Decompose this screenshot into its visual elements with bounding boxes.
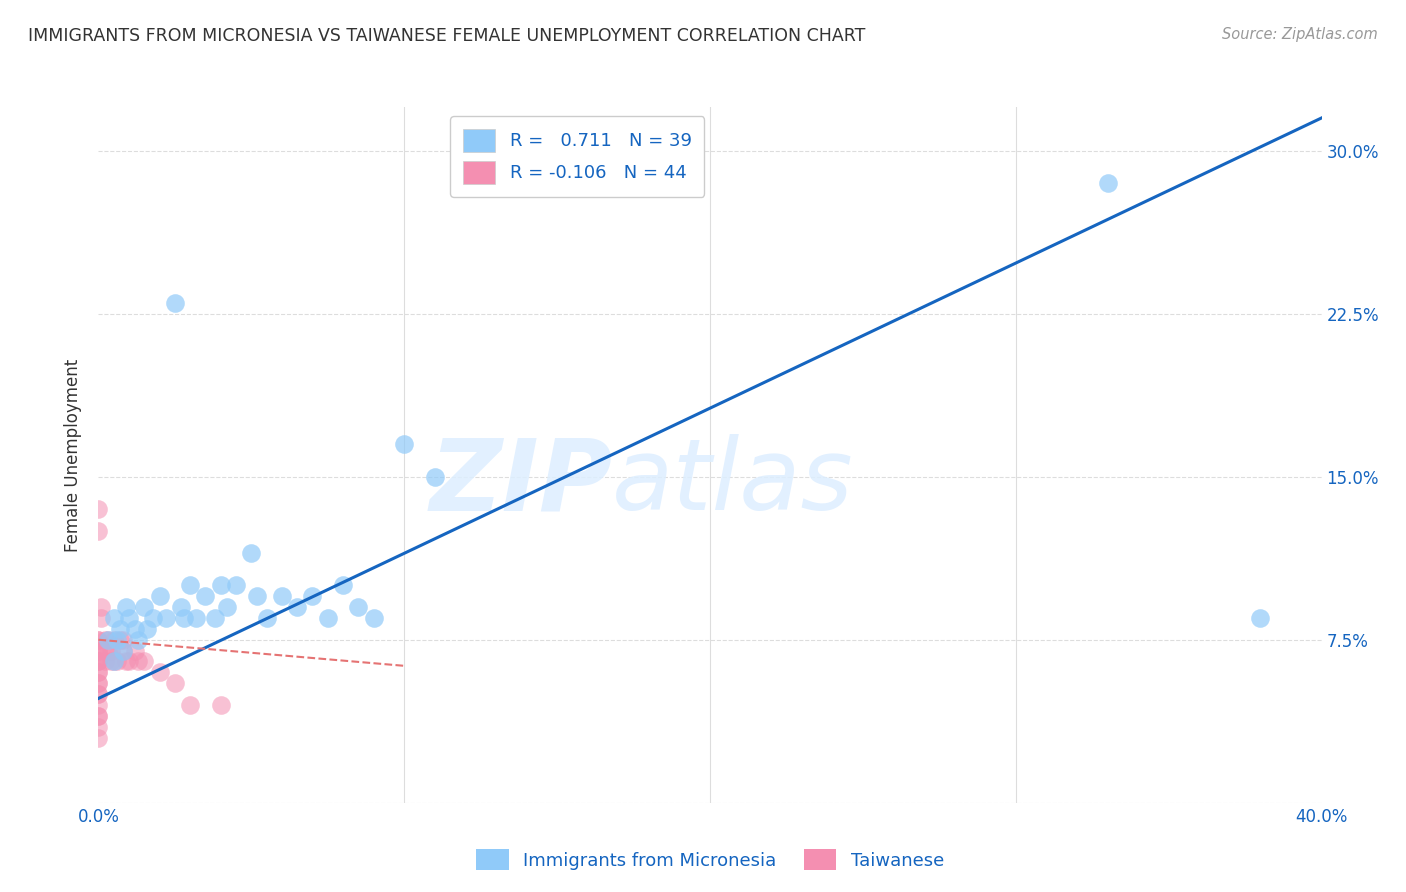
Point xyxy=(105,655,128,669)
Point xyxy=(240,546,263,560)
Point xyxy=(124,622,146,636)
Point xyxy=(149,589,172,603)
Point xyxy=(97,643,120,657)
Point xyxy=(103,632,125,647)
Point xyxy=(105,632,128,647)
Point xyxy=(93,632,115,647)
Point xyxy=(115,600,138,615)
Point xyxy=(100,655,122,669)
Point xyxy=(134,655,156,669)
Point xyxy=(87,665,110,680)
Point xyxy=(316,611,339,625)
Point xyxy=(97,632,120,647)
Point xyxy=(108,622,131,636)
Point xyxy=(87,655,110,669)
Point xyxy=(179,698,201,712)
Point xyxy=(87,632,110,647)
Point xyxy=(97,632,120,647)
Point xyxy=(127,655,149,669)
Point xyxy=(90,611,112,625)
Point xyxy=(90,600,112,615)
Point xyxy=(186,611,208,625)
Point xyxy=(103,611,125,625)
Point xyxy=(155,611,177,625)
Point xyxy=(111,643,134,657)
Point xyxy=(134,600,156,615)
Point xyxy=(111,632,134,647)
Point xyxy=(209,578,232,592)
Point xyxy=(108,632,131,647)
Y-axis label: Female Unemployment: Female Unemployment xyxy=(65,359,83,551)
Point xyxy=(87,665,110,680)
Point xyxy=(163,676,186,690)
Point xyxy=(87,676,110,690)
Point xyxy=(115,655,138,669)
Point xyxy=(87,687,110,701)
Point xyxy=(270,589,292,603)
Point xyxy=(87,643,110,657)
Point xyxy=(142,611,165,625)
Point xyxy=(285,600,308,615)
Point xyxy=(179,578,201,592)
Point xyxy=(127,632,149,647)
Point xyxy=(87,731,110,745)
Point xyxy=(87,676,110,690)
Point xyxy=(256,611,278,625)
Point xyxy=(103,655,125,669)
Point xyxy=(93,655,115,669)
Point xyxy=(87,720,110,734)
Point xyxy=(173,611,195,625)
Point xyxy=(215,600,238,615)
Point xyxy=(87,655,110,669)
Point xyxy=(209,698,232,712)
Text: Source: ZipAtlas.com: Source: ZipAtlas.com xyxy=(1222,27,1378,42)
Point xyxy=(225,578,247,592)
Point xyxy=(204,611,226,625)
Point xyxy=(1097,176,1119,190)
Point xyxy=(363,611,385,625)
Point xyxy=(87,524,110,538)
Point xyxy=(103,655,125,669)
Point xyxy=(194,589,217,603)
Point xyxy=(93,643,115,657)
Legend: Immigrants from Micronesia, Taiwanese: Immigrants from Micronesia, Taiwanese xyxy=(470,842,950,877)
Point xyxy=(301,589,323,603)
Point xyxy=(87,708,110,723)
Point xyxy=(332,578,354,592)
Point xyxy=(149,665,172,680)
Point xyxy=(163,295,186,310)
Point xyxy=(423,469,446,483)
Text: atlas: atlas xyxy=(612,434,853,532)
Point xyxy=(87,655,110,669)
Point xyxy=(246,589,269,603)
Point xyxy=(87,502,110,516)
Point xyxy=(118,655,141,669)
Point xyxy=(111,643,134,657)
Point xyxy=(136,622,159,636)
Point xyxy=(87,698,110,712)
Point xyxy=(87,708,110,723)
Point xyxy=(87,632,110,647)
Point xyxy=(124,643,146,657)
Text: IMMIGRANTS FROM MICRONESIA VS TAIWANESE FEMALE UNEMPLOYMENT CORRELATION CHART: IMMIGRANTS FROM MICRONESIA VS TAIWANESE … xyxy=(28,27,866,45)
Point xyxy=(170,600,193,615)
Point xyxy=(392,437,416,451)
Point xyxy=(347,600,370,615)
Text: ZIP: ZIP xyxy=(429,434,612,532)
Point xyxy=(1249,611,1271,625)
Point xyxy=(87,643,110,657)
Point xyxy=(118,611,141,625)
Point xyxy=(100,643,122,657)
Point xyxy=(87,687,110,701)
